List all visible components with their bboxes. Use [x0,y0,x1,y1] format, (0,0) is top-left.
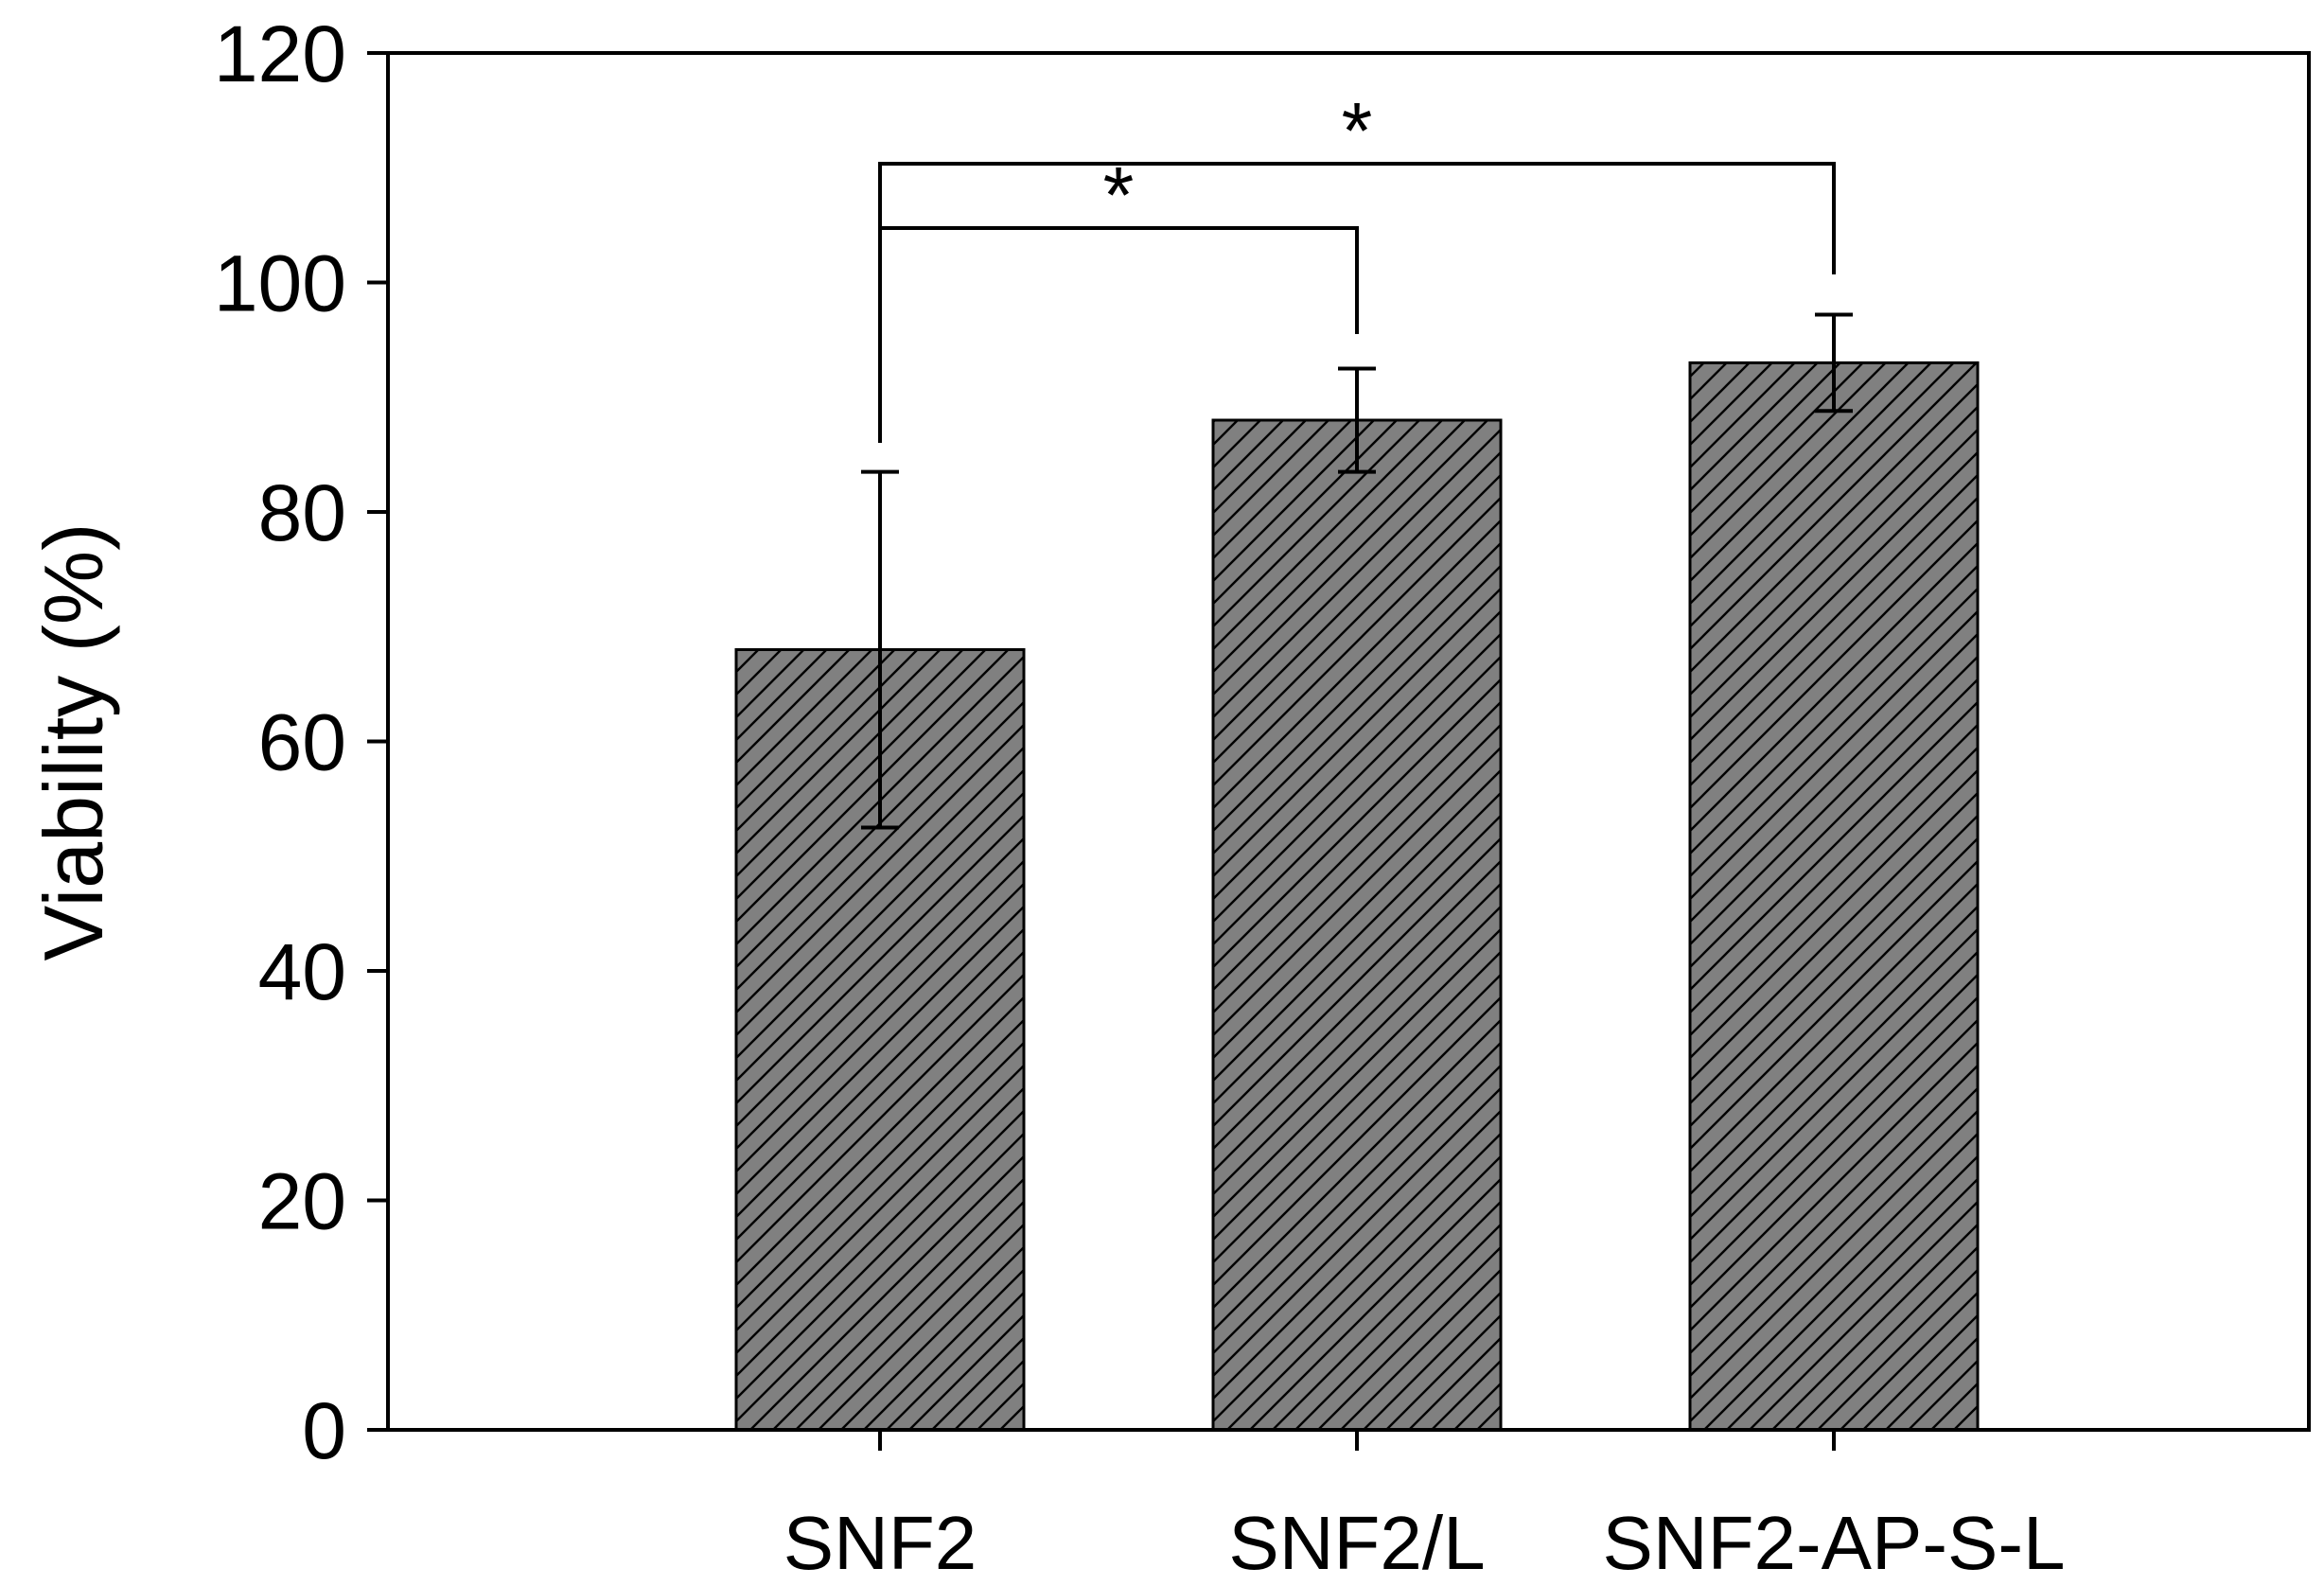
error-bar-0 [861,469,899,830]
y-axis-title: Viability (%) [26,523,120,961]
y-tick-label-5: 100 [214,239,346,328]
y-tick-label-0: 0 [302,1386,346,1475]
y-tick-label-2: 40 [258,927,346,1016]
error-bar-2 [1815,312,1853,414]
significance-bracket-0: * [878,150,1359,443]
bar-2 [1688,361,1980,1432]
y-tick-label-6: 120 [214,9,346,98]
error-bar-1 [1338,366,1376,474]
significance-bracket-1: * [878,86,1836,443]
significance-label-1: * [1342,86,1373,175]
x-category-label-1: SNF2/L [1228,1501,1485,1585]
bar-1 [1211,418,1503,1432]
y-tick-label-4: 80 [258,468,346,557]
y-tick-label-3: 60 [258,698,346,787]
y-tick-label-1: 20 [258,1157,346,1246]
x-category-label-0: SNF2 [783,1501,977,1585]
x-category-label-2: SNF2-AP-S-L [1603,1501,2066,1585]
